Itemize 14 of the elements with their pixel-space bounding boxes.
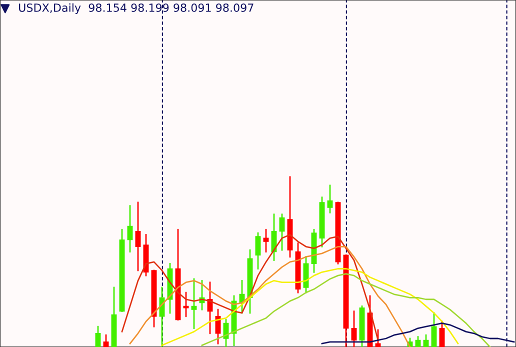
candlestick bbox=[127, 205, 133, 252]
candlestick bbox=[431, 312, 437, 347]
candlestick bbox=[327, 184, 333, 214]
candlestick bbox=[191, 278, 197, 329]
candlestick bbox=[255, 232, 261, 270]
candlestick bbox=[103, 334, 109, 347]
chart-title: USDX,Daily 98.154 98.199 98.091 98.097 bbox=[19, 3, 254, 14]
candlestick bbox=[95, 326, 101, 347]
candlestick bbox=[263, 228, 269, 252]
candlestick bbox=[423, 334, 429, 347]
candlestick bbox=[415, 336, 421, 347]
candlestick bbox=[351, 310, 357, 347]
candlestick bbox=[279, 214, 285, 251]
candlestick bbox=[135, 202, 141, 272]
